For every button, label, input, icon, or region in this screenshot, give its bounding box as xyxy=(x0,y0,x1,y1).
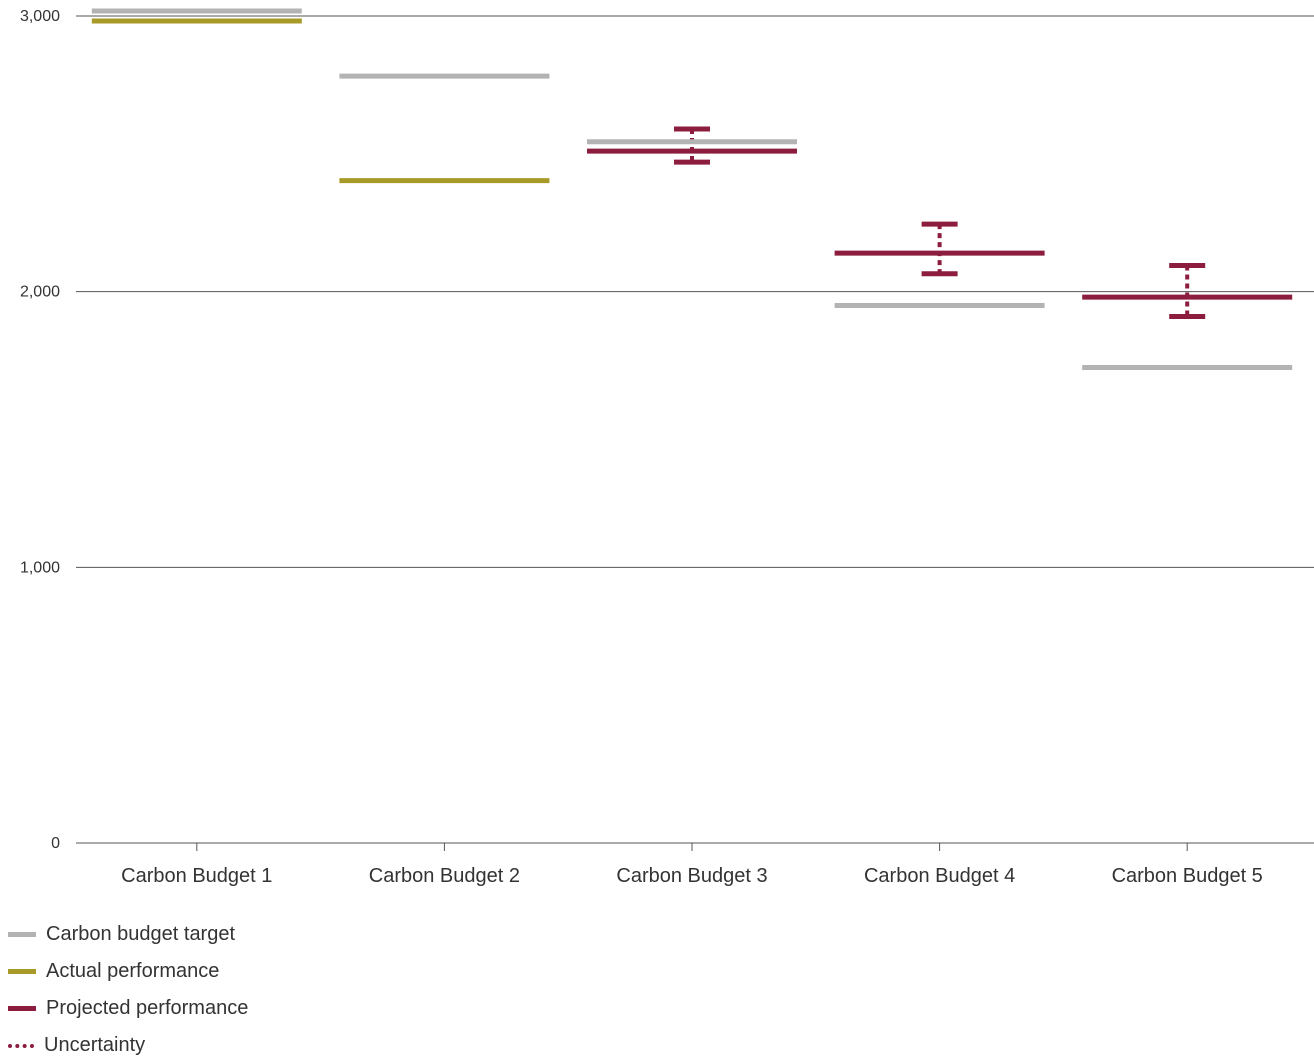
legend-item-carbon-budget-target: Carbon budget target xyxy=(8,916,248,953)
legend-swatch-target xyxy=(8,932,36,937)
legend-item-actual-performance: Actual performance xyxy=(8,953,248,990)
chart-marks xyxy=(91,8,1293,370)
legend-item-projected-performance: Projected performance xyxy=(8,990,248,1027)
x-axis: Carbon Budget 1 Carbon Budget 2 Carbon Bud… xyxy=(76,842,1314,887)
x-tick-label: Carbon Budget 3 xyxy=(616,865,767,887)
legend-label-projected: Projected performance xyxy=(46,997,249,1019)
legend-swatch-uncertainty xyxy=(8,1043,34,1048)
y-tick-label: 2,000 xyxy=(20,284,60,301)
legend-swatch-actual xyxy=(8,969,36,974)
legend: Carbon budget target Actual performance … xyxy=(8,916,248,1064)
legend-label-uncertainty: Uncertainty xyxy=(44,1034,146,1056)
x-tick-label: Carbon Budget 2 xyxy=(369,865,520,887)
x-tick-label: Carbon Budget 4 xyxy=(864,865,1015,887)
x-tick-label: Carbon Budget 5 xyxy=(1112,865,1263,887)
legend-item-uncertainty: Uncertainty xyxy=(8,1027,248,1064)
legend-label-actual: Actual performance xyxy=(46,960,220,982)
y-tick-label: 3,000 xyxy=(20,8,60,25)
y-axis-tick-labels: 0 1,000 2,000 3,000 xyxy=(20,8,60,852)
gridlines xyxy=(76,15,1314,568)
x-tick-label: Carbon Budget 1 xyxy=(121,865,272,887)
legend-label-target: Carbon budget target xyxy=(46,923,236,945)
y-tick-label: 1,000 xyxy=(20,559,60,576)
legend-swatch-projected xyxy=(8,1006,36,1011)
y-tick-label: 0 xyxy=(51,835,60,852)
